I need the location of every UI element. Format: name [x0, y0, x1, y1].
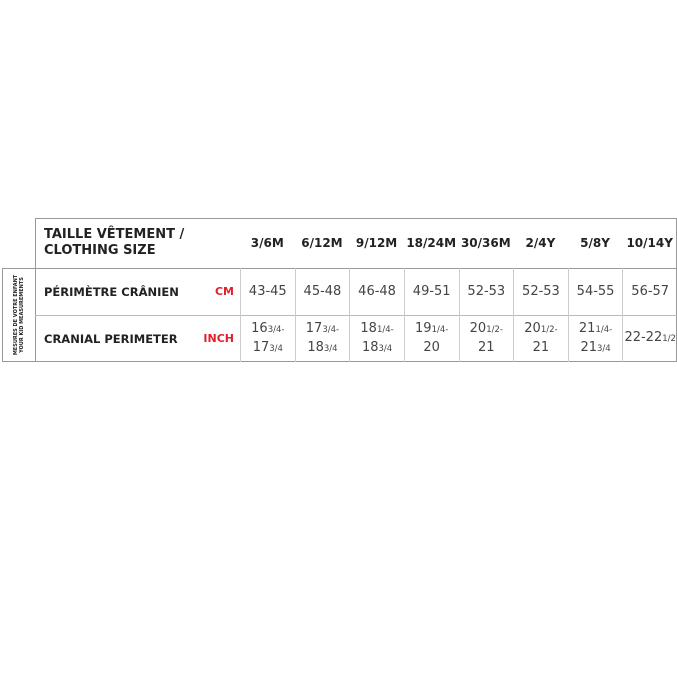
fraction: 1/4-	[595, 324, 613, 335]
value-line: 181/4-	[360, 320, 393, 339]
row-divider	[35, 315, 677, 316]
value-cell: 191/4- 20	[403, 315, 459, 362]
value-line: 56-57	[631, 283, 669, 301]
size-header: 9/12M	[355, 236, 398, 250]
value-cell: 22-221/2	[622, 315, 677, 362]
side-label: MESURES DE VOTRE ENFANT YOUR KID MEASURE…	[2, 268, 36, 362]
value-line: 52-53	[522, 283, 560, 301]
value-cell: 201/2- 21	[513, 315, 568, 362]
value-cell: 56-57	[622, 268, 677, 315]
value-line: 183/4	[362, 339, 392, 358]
value-line: 21	[478, 339, 495, 357]
fraction: 1/2-	[486, 325, 503, 335]
number: 52-53	[522, 283, 560, 299]
fraction: 3/4	[269, 343, 283, 354]
number: 18	[307, 339, 324, 355]
value-line: 183/4	[307, 339, 337, 358]
value-line: 201/2-	[470, 320, 503, 339]
number: 56-57	[631, 283, 670, 299]
value-cell: 52-53	[458, 268, 514, 315]
value-cell: 181/4- 183/4	[349, 315, 404, 362]
number: 20	[524, 321, 541, 336]
number: 18	[361, 339, 379, 355]
size-header: 5/8Y	[580, 236, 610, 250]
value-line: 213/4	[580, 339, 610, 358]
number: 21	[532, 340, 550, 355]
value-line: 201/2-	[524, 320, 557, 339]
value-cell: 201/2- 21	[458, 315, 514, 362]
size-header: 2/4Y	[525, 236, 556, 250]
value-line: 173/4	[253, 339, 283, 358]
fraction: 3/4-	[322, 324, 340, 335]
value-line: 52-53	[467, 283, 505, 301]
value-cell: 46-48	[349, 268, 404, 315]
number: 54-55	[576, 283, 615, 299]
value-line: 49-51	[413, 283, 451, 301]
number: 21	[580, 339, 597, 355]
number: 21	[478, 340, 495, 355]
number: 20	[423, 340, 440, 355]
number: 17	[305, 320, 323, 336]
value-line: 211/4-	[579, 320, 612, 339]
number: 45-48	[303, 283, 342, 299]
number: 46-48	[358, 283, 396, 299]
number: 18	[360, 320, 377, 336]
size-header: 10/14Y	[626, 236, 673, 250]
value-cell: 163/4- 173/4	[240, 315, 295, 362]
fraction: 1/2	[662, 334, 676, 344]
number: 20	[469, 321, 487, 336]
number: 19	[415, 321, 432, 336]
fraction: 3/4	[323, 343, 338, 354]
value-cell: 43-45	[240, 268, 295, 315]
number: 21	[578, 320, 596, 336]
number: 22-22	[624, 330, 663, 345]
side-label-line: YOUR KID MEASUREMENTS	[19, 277, 26, 353]
number: 52-53	[467, 283, 506, 299]
side-label-text: MESURES DE VOTRE ENFANT YOUR KID MEASURE…	[13, 275, 25, 355]
value-line: 46-48	[358, 283, 396, 301]
value-cell: 45-48	[294, 268, 350, 315]
number: 43-45	[248, 283, 287, 299]
value-cell: 49-51	[403, 268, 459, 315]
value-cell: 54-55	[567, 268, 623, 315]
fraction: 3/4	[596, 343, 611, 354]
value-cell: 211/4- 213/4	[567, 315, 623, 362]
size-header: 18/24M	[406, 236, 457, 250]
value-line: 191/4-	[415, 320, 448, 339]
number: 17	[252, 339, 270, 355]
fraction: 1/4-	[376, 324, 394, 335]
value-line: 21	[533, 339, 550, 357]
row-unit: CM	[214, 285, 234, 298]
value-line: 54-55	[577, 283, 615, 301]
number: 16	[251, 320, 268, 336]
value-cell: 173/4- 183/4	[294, 315, 350, 362]
number: 49-51	[412, 283, 451, 299]
value-line: 45-48	[304, 283, 342, 301]
value-line: 43-45	[249, 283, 287, 301]
value-cell: 52-53	[513, 268, 568, 315]
size-header: 6/12M	[301, 236, 343, 250]
value-line: 22-221/2	[624, 329, 675, 348]
fraction: 3/4-	[267, 324, 285, 335]
value-line: 173/4-	[306, 320, 339, 339]
row-label: PÉRIMÈTRE CRÂNIEN	[44, 284, 179, 299]
fraction: 3/4	[378, 343, 393, 354]
header-title-line: TAILLE VÊTEMENT /	[44, 227, 185, 242]
row-label: CRANIAL PERIMETER	[44, 331, 178, 346]
size-header: 3/6M	[250, 236, 284, 250]
fraction: 1/4-	[431, 325, 449, 335]
header-title-line: CLOTHING SIZE	[44, 243, 156, 258]
size-header: 30/36M	[460, 236, 511, 250]
row-unit: INCH	[203, 332, 234, 345]
row-divider	[35, 268, 677, 269]
value-line: 163/4-	[251, 320, 284, 339]
value-line: 20	[423, 339, 440, 357]
header-title: TAILLE VÊTEMENT / CLOTHING SIZE	[35, 218, 240, 268]
side-label-line: MESURES DE VOTRE ENFANT	[13, 274, 20, 356]
fraction: 1/2-	[540, 325, 558, 335]
